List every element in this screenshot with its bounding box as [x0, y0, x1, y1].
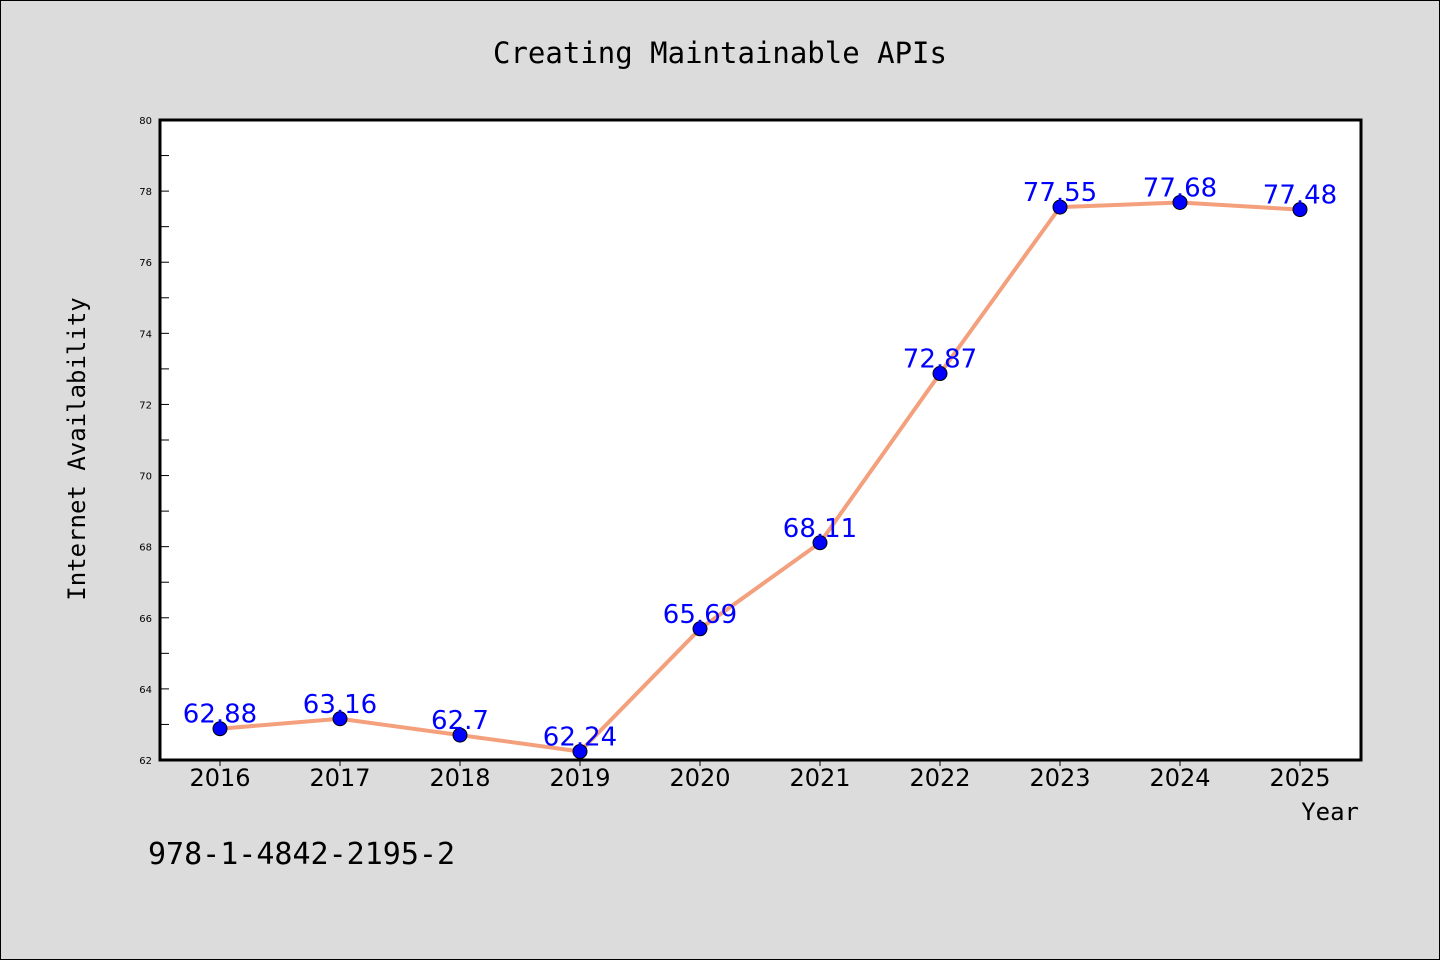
series-markers-group	[212, 194, 1308, 759]
y-tick-label: 78	[139, 187, 152, 198]
isbn-footer: 978-1-4842-2195-2	[148, 837, 455, 872]
x-tick-label: 2023	[1029, 764, 1090, 792]
data-point	[212, 721, 228, 737]
data-label: 77.48	[1263, 181, 1337, 211]
data-labels-group: 62.88 63.16 62.7 62.24 65.69 68.11 72.87 77.55 7…	[183, 173, 1337, 752]
y-tick-label: 64	[139, 685, 152, 696]
x-tick-label: 2016	[189, 764, 250, 792]
data-label: 62.7	[431, 706, 489, 736]
y-tick-label: 72	[139, 400, 152, 411]
series-line	[219, 200, 1301, 754]
data-point	[812, 535, 828, 551]
x-axis-label: Year	[1301, 798, 1359, 826]
data-label: 77.68	[1143, 173, 1217, 203]
y-axis: 62 64 66 68 70 72 74 76 78 80	[139, 116, 169, 767]
data-point	[452, 727, 468, 743]
data-label: 68.11	[783, 514, 857, 544]
data-point	[692, 621, 708, 637]
y-tick-label: 76	[139, 258, 152, 269]
x-axis: 2016 2017 2018 2019 2020 2021 2022 2023 2024 2025	[189, 760, 1331, 792]
y-tick-label: 66	[139, 614, 152, 625]
data-point	[572, 743, 588, 759]
data-point	[1292, 202, 1308, 218]
data-point	[1172, 194, 1188, 210]
data-label: 77.55	[1023, 178, 1097, 208]
data-label: 62.24	[543, 722, 617, 752]
data-label: 72.87	[903, 345, 977, 375]
x-tick-label: 2019	[549, 764, 610, 792]
chart-title: Creating Maintainable APIs	[493, 36, 947, 70]
x-tick-label: 2018	[429, 764, 490, 792]
y-tick-label: 62	[139, 756, 152, 767]
y-tick-label: 68	[139, 543, 152, 554]
data-label: 62.88	[183, 700, 257, 730]
x-tick-label: 2020	[669, 764, 730, 792]
data-point	[932, 366, 948, 382]
y-tick-label: 80	[139, 116, 152, 127]
y-axis-label: Internet Availability	[63, 297, 91, 600]
x-tick-label: 2021	[789, 764, 850, 792]
data-label: 63.16	[303, 690, 377, 720]
x-tick-label: 2024	[1149, 764, 1210, 792]
data-point	[332, 711, 348, 727]
x-tick-label: 2025	[1269, 764, 1330, 792]
x-tick-label: 2017	[309, 764, 370, 792]
plot-area	[158, 118, 1363, 762]
data-label: 65.69	[663, 600, 737, 630]
series-line-group	[219, 200, 1301, 754]
y-tick-label: 74	[139, 329, 152, 340]
y-tick-label: 70	[139, 472, 152, 483]
data-point	[1052, 199, 1068, 215]
x-tick-label: 2022	[909, 764, 970, 792]
